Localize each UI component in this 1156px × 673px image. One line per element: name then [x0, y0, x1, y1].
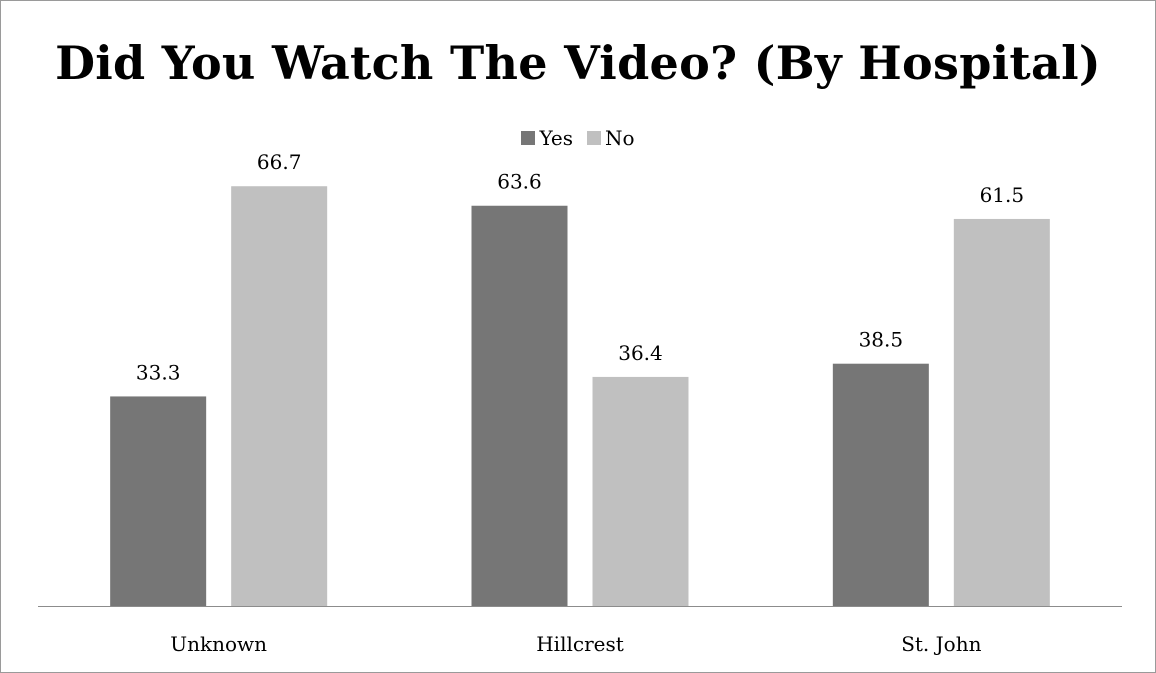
data-label-st-john-yes: 38.5 [859, 328, 904, 352]
data-label-st-john-no: 61.5 [980, 183, 1025, 207]
data-label-unknown-no: 66.7 [257, 150, 302, 174]
bar-st-john-yes [832, 363, 929, 606]
category-label-unknown: Unknown [170, 632, 267, 656]
bar-unknown-yes [110, 396, 207, 606]
legend-item-yes: Yes [521, 126, 573, 150]
bar-unknown-no [231, 186, 328, 606]
data-label-unknown-yes: 33.3 [136, 360, 181, 384]
legend-swatch-no [587, 131, 602, 145]
chart-title: Did You Watch The Video? (By Hospital) [55, 36, 1101, 90]
chart-legend: Yes No [0, 126, 1156, 150]
legend-swatch-yes [521, 131, 536, 145]
category-label-hillcrest: Hillcrest [536, 632, 624, 656]
data-label-hillcrest-no: 36.4 [618, 341, 663, 365]
bar-hillcrest-no [592, 376, 689, 606]
legend-label-yes: Yes [539, 126, 574, 150]
category-label-st-john: St. John [901, 632, 981, 656]
data-label-hillcrest-yes: 63.6 [497, 170, 542, 194]
bar-hillcrest-yes [471, 205, 568, 606]
legend-label-no: No [605, 126, 635, 150]
legend-item-no: No [587, 126, 635, 150]
bar-st-john-no [953, 218, 1050, 606]
